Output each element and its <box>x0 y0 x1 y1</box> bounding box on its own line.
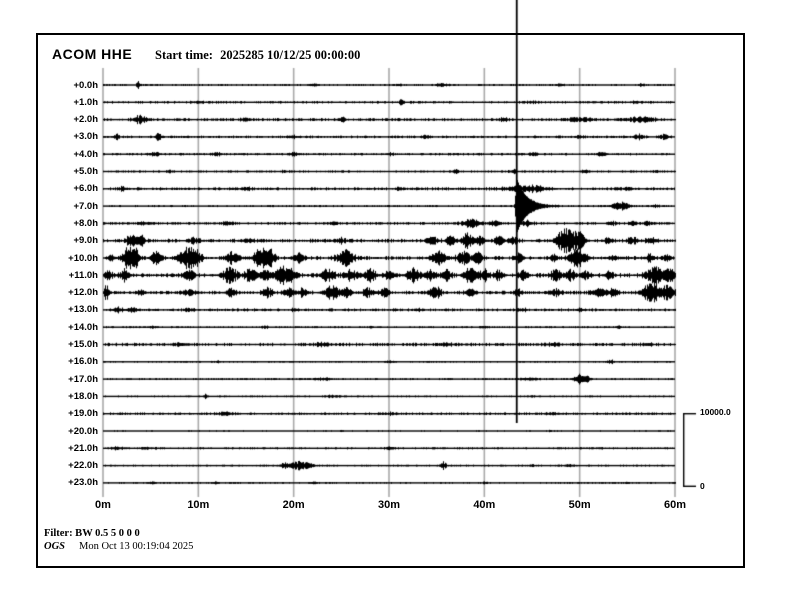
hour-label: +18.0h <box>68 390 98 402</box>
hour-label: +16.0h <box>68 356 98 368</box>
minute-tick-label: 30m <box>377 499 401 511</box>
hour-label: +9.0h <box>73 235 98 247</box>
hour-label: +22.0h <box>68 460 98 472</box>
hour-label: +17.0h <box>68 373 98 385</box>
hour-label: +6.0h <box>73 183 98 195</box>
hour-label: +21.0h <box>68 442 98 454</box>
station-title: ACOM HHE <box>52 46 133 62</box>
hour-label: +23.0h <box>68 477 98 489</box>
hour-label: +11.0h <box>68 269 98 281</box>
generated-timestamp: Mon Oct 13 00:19:04 2025 <box>79 541 194 552</box>
hour-label: +20.0h <box>68 425 98 437</box>
footer: OGS Mon Oct 13 00:19:04 2025 <box>44 541 193 552</box>
hour-label: +4.0h <box>73 148 98 160</box>
hour-label: +5.0h <box>73 166 98 177</box>
hour-label: +1.0h <box>73 96 98 108</box>
minute-tick-label: 50m <box>568 499 591 511</box>
scale-max-label: 10000.0 <box>700 407 731 417</box>
hour-label: +3.0h <box>73 131 98 143</box>
hour-label: +19.0h <box>68 408 98 420</box>
hour-label: +7.0h <box>73 200 98 212</box>
minute-tick-label: 10m <box>187 499 210 511</box>
start-time-prefix: Start time: <box>155 48 213 62</box>
hour-label: +10.0h <box>68 252 98 264</box>
minute-tick-label: 40m <box>473 499 496 511</box>
brand-ogs: OGS <box>44 541 66 552</box>
start-time-label: Start time: 2025285 10/12/25 00:00:00 <box>155 48 360 63</box>
hour-label: +13.0h <box>68 304 98 316</box>
hour-label: +15.0h <box>68 339 98 350</box>
hour-label: +12.0h <box>68 287 98 299</box>
hour-label: +8.0h <box>73 217 98 229</box>
hour-label: +14.0h <box>68 321 98 333</box>
scale-min-label: 0 <box>700 481 705 491</box>
hour-label: +2.0h <box>73 114 98 126</box>
filter-label: Filter: BW 0.5 5 0 0 0 <box>44 528 140 539</box>
hour-label: +0.0h <box>73 79 98 91</box>
minute-tick-label: 60m <box>663 499 687 511</box>
minute-tick-label: 20m <box>282 499 305 511</box>
start-time-value: 2025285 10/12/25 00:00:00 <box>220 48 361 62</box>
minute-tick-label: 0m <box>95 499 111 511</box>
